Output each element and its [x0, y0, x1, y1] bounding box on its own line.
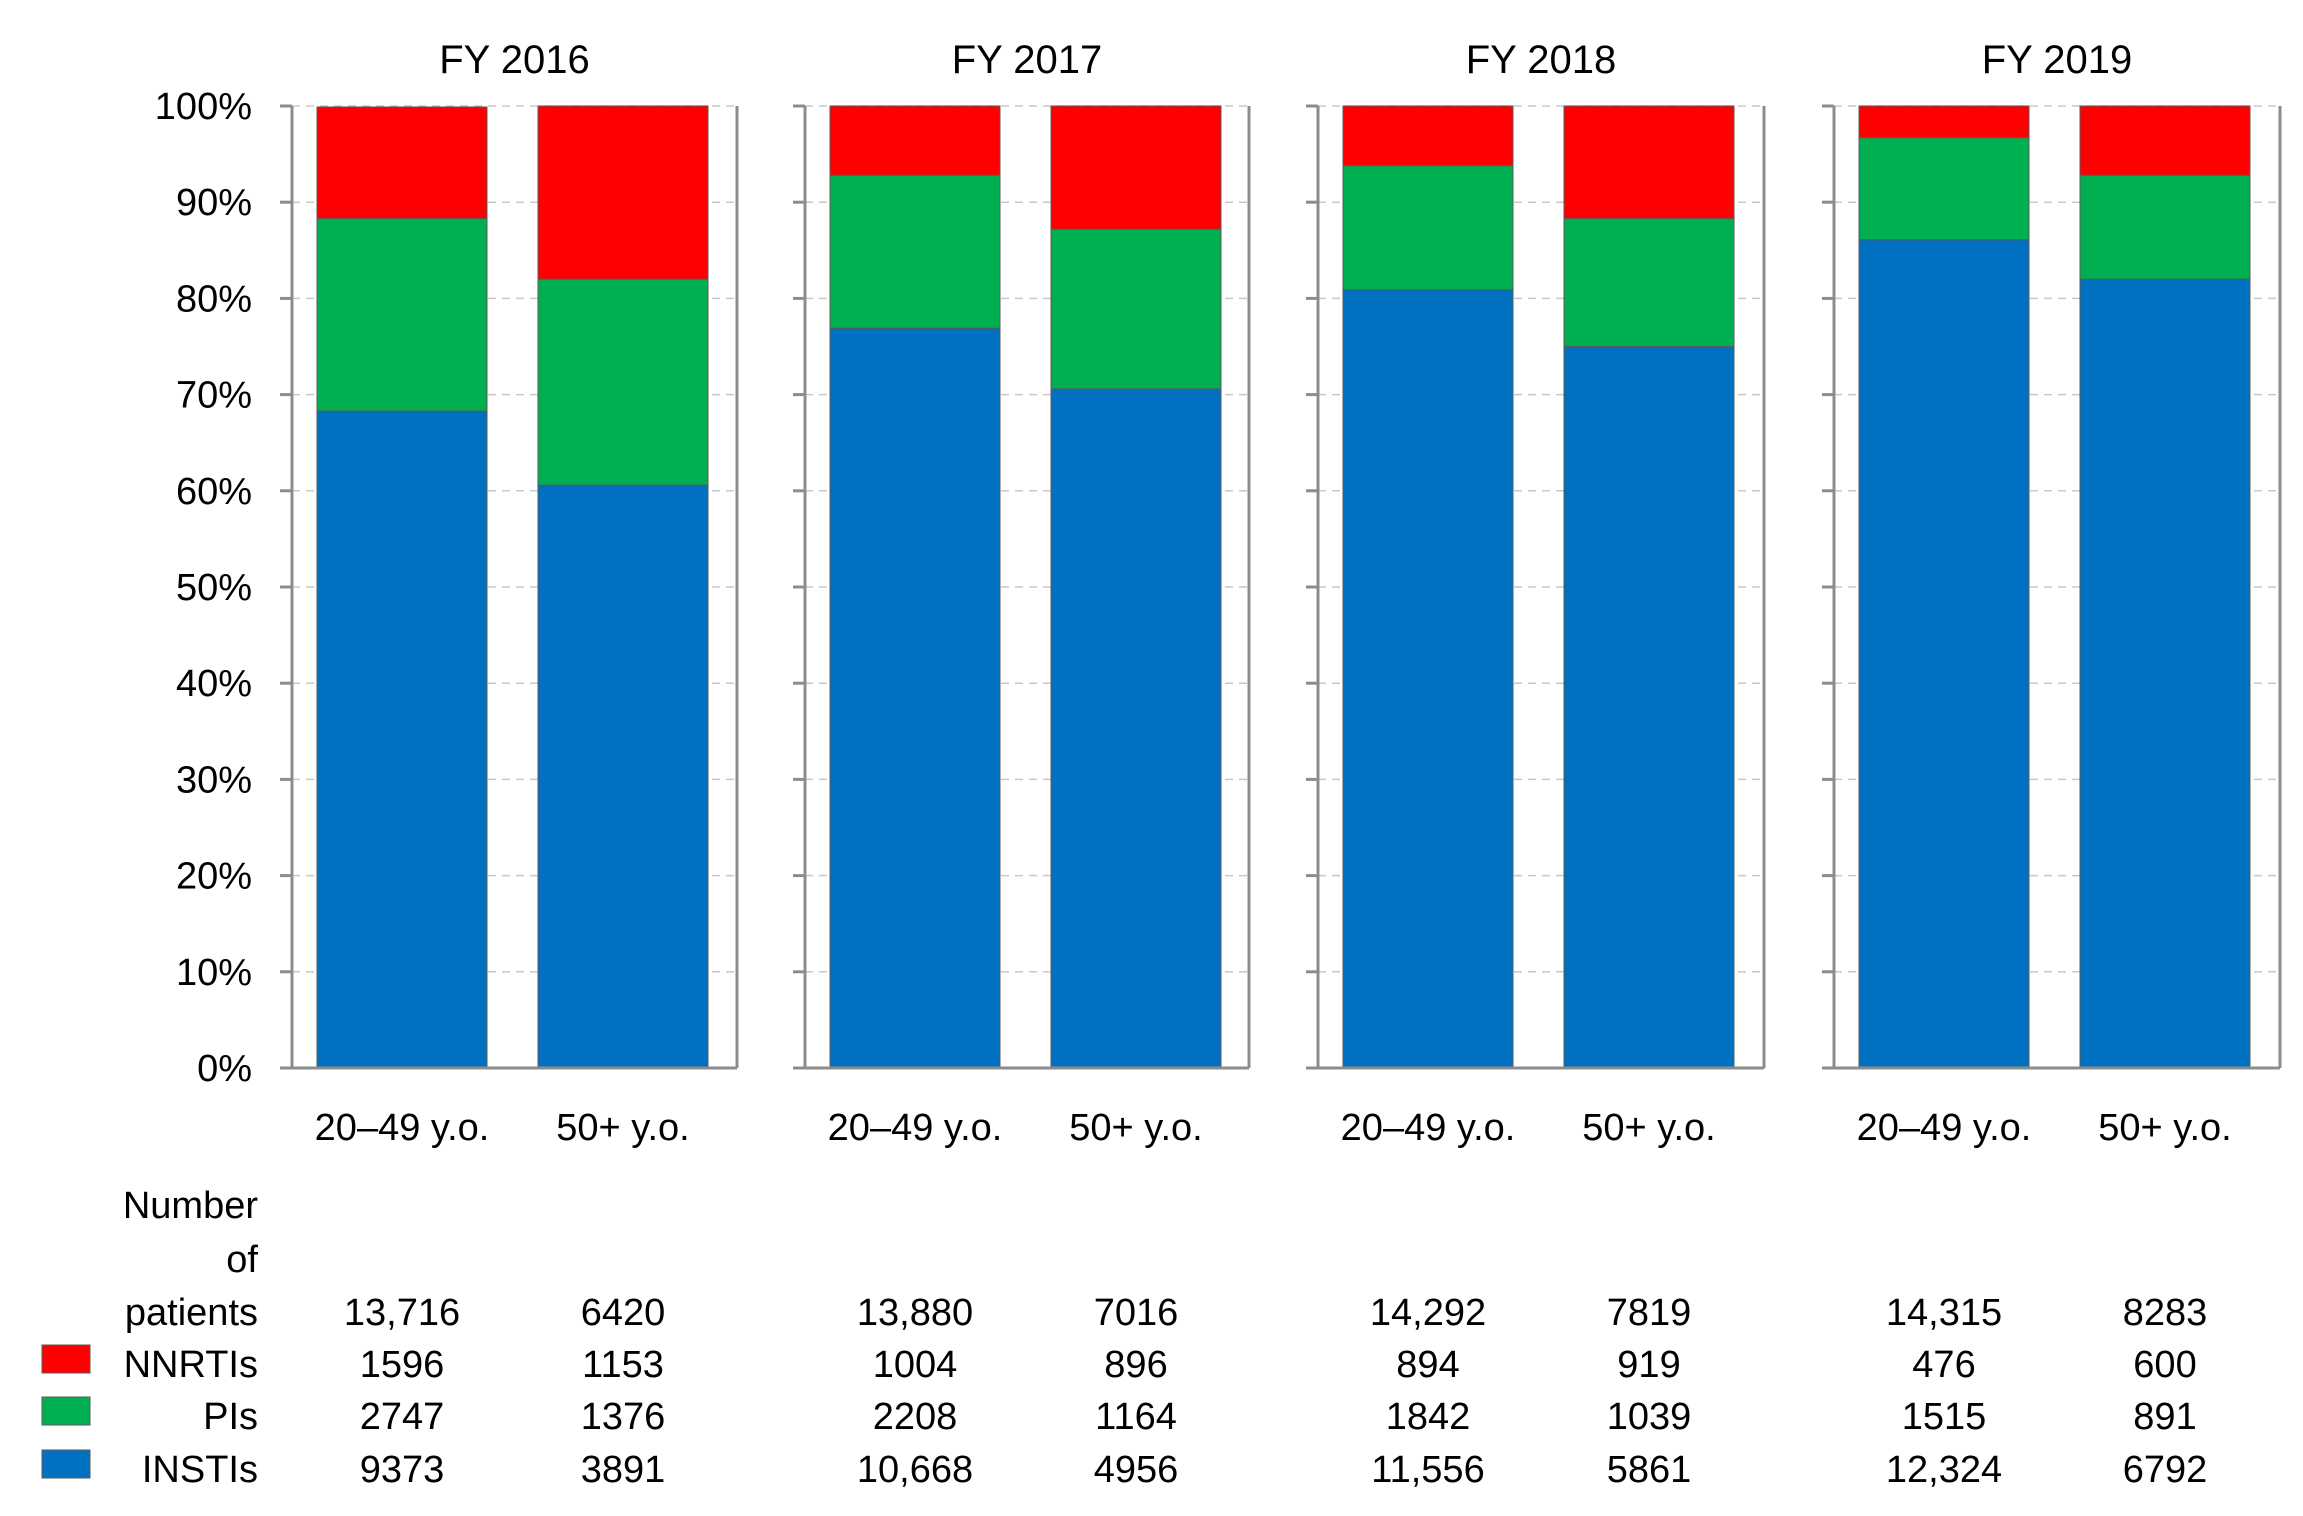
table-value-pis-0-1: 1376	[581, 1396, 666, 1438]
table-total-2-1: 7819	[1607, 1292, 1692, 1334]
bar-segment-instis-0-1	[537, 484, 709, 1069]
table-value-nnrtis-2-0: 894	[1396, 1344, 1459, 1386]
bar-segment-pis-0-0	[316, 218, 488, 412]
y-tick-label-30pct: 30%	[176, 759, 252, 801]
y-tick-label-70pct: 70%	[176, 375, 252, 417]
x-category-label-2-0: 20–49 y.o.	[1341, 1107, 1516, 1149]
legend-label-instis: INSTIs	[142, 1449, 258, 1491]
legend-label-pis: PIs	[203, 1396, 258, 1438]
table-value-nnrtis-0-0: 1596	[360, 1344, 445, 1386]
panel-title-2: FY 2018	[1466, 38, 1617, 82]
table-total-1-0: 13,880	[857, 1292, 973, 1334]
bar-segment-instis-3-0	[1858, 239, 2030, 1069]
bar-segment-pis-3-1	[2079, 174, 2251, 280]
bar-segment-instis-3-1	[2079, 278, 2251, 1069]
bar-segment-instis-2-1	[1563, 346, 1735, 1069]
y-tick-label-90pct: 90%	[176, 182, 252, 224]
table-value-nnrtis-2-1: 919	[1617, 1344, 1680, 1386]
table-value-pis-2-1: 1039	[1607, 1396, 1692, 1438]
table-total-1-1: 7016	[1094, 1292, 1179, 1334]
x-category-label-0-0: 20–49 y.o.	[315, 1107, 490, 1149]
table-value-instis-0-1: 3891	[581, 1449, 666, 1491]
y-tick-label-10pct: 10%	[176, 952, 252, 994]
panel-title-3: FY 2019	[1982, 38, 2133, 82]
table-value-instis-1-1: 4956	[1094, 1449, 1179, 1491]
y-tick-label-100pct: 100%	[155, 86, 252, 128]
table-value-nnrtis-3-0: 476	[1912, 1344, 1975, 1386]
bar-segment-nnrtis-0-0	[316, 106, 488, 220]
panel-title-0: FY 2016	[439, 38, 590, 82]
table-total-0-0: 13,716	[344, 1292, 460, 1334]
bar-segment-instis-1-1	[1050, 388, 1222, 1069]
table-value-nnrtis-1-1: 896	[1104, 1344, 1167, 1386]
bar-segment-nnrtis-3-1	[2079, 105, 2251, 176]
table-header-line-1: of	[226, 1239, 258, 1281]
y-tick-label-0pct: 0%	[197, 1048, 252, 1090]
bar-segment-nnrtis-2-1	[1563, 105, 1735, 220]
table-value-instis-0-0: 9373	[360, 1449, 445, 1491]
table-total-2-0: 14,292	[1370, 1292, 1486, 1334]
bar-segment-pis-2-1	[1563, 218, 1735, 347]
bar-segment-nnrtis-1-0	[829, 105, 1001, 176]
bar-segment-nnrtis-3-0	[1858, 105, 2030, 139]
y-tick-label-20pct: 20%	[176, 856, 252, 898]
bar-segment-instis-0-0	[316, 410, 488, 1069]
legend-swatch-nnrtis	[41, 1344, 91, 1374]
table-value-pis-2-0: 1842	[1386, 1396, 1471, 1438]
table-value-instis-3-1: 6792	[2123, 1449, 2208, 1491]
bar-segment-pis-1-0	[829, 174, 1001, 329]
table-total-3-0: 14,315	[1886, 1292, 2002, 1334]
table-value-pis-3-0: 1515	[1902, 1396, 1987, 1438]
bar-segment-pis-3-0	[1858, 137, 2030, 241]
panel-title-1: FY 2017	[952, 38, 1103, 82]
x-category-label-3-0: 20–49 y.o.	[1857, 1107, 2032, 1149]
table-value-nnrtis-3-1: 600	[2133, 1344, 2196, 1386]
table-value-pis-0-0: 2747	[360, 1396, 445, 1438]
x-category-label-3-1: 50+ y.o.	[2098, 1107, 2231, 1149]
legend-swatch-instis	[41, 1449, 91, 1479]
bar-segment-pis-1-1	[1050, 228, 1222, 390]
table-value-pis-1-1: 1164	[1095, 1396, 1177, 1438]
x-category-label-2-1: 50+ y.o.	[1582, 1107, 1715, 1149]
table-value-nnrtis-0-1: 1153	[582, 1344, 664, 1386]
table-value-instis-2-1: 5861	[1607, 1449, 1692, 1491]
bar-segment-pis-0-1	[537, 278, 709, 486]
bar-segment-nnrtis-1-1	[1050, 105, 1222, 230]
table-value-pis-1-0: 2208	[873, 1396, 958, 1438]
x-category-label-1-1: 50+ y.o.	[1069, 1107, 1202, 1149]
y-tick-label-80pct: 80%	[176, 278, 252, 320]
table-value-pis-3-1: 891	[2133, 1396, 2196, 1438]
table-value-instis-2-0: 11,556	[1371, 1449, 1484, 1491]
y-tick-label-40pct: 40%	[176, 663, 252, 705]
bar-segment-nnrtis-0-1	[537, 105, 709, 280]
table-value-instis-3-0: 12,324	[1886, 1449, 2002, 1491]
legend-label-nnrtis: NNRTIs	[124, 1344, 258, 1386]
y-tick-label-50pct: 50%	[176, 567, 252, 609]
table-value-nnrtis-1-0: 1004	[873, 1344, 958, 1386]
table-header-line-0: Number	[123, 1185, 258, 1227]
table-header-line-2: patients	[125, 1292, 258, 1334]
table-value-instis-1-0: 10,668	[857, 1449, 973, 1491]
legend-swatch-pis	[41, 1396, 91, 1426]
x-category-label-1-0: 20–49 y.o.	[828, 1107, 1003, 1149]
bar-segment-pis-2-0	[1342, 165, 1514, 291]
x-category-label-0-1: 50+ y.o.	[556, 1107, 689, 1149]
bar-segment-instis-1-0	[829, 327, 1001, 1069]
table-total-0-1: 6420	[581, 1292, 666, 1334]
table-total-3-1: 8283	[2123, 1292, 2208, 1334]
bar-segment-instis-2-0	[1342, 289, 1514, 1069]
bar-segment-nnrtis-2-0	[1342, 105, 1514, 167]
y-tick-label-60pct: 60%	[176, 471, 252, 513]
